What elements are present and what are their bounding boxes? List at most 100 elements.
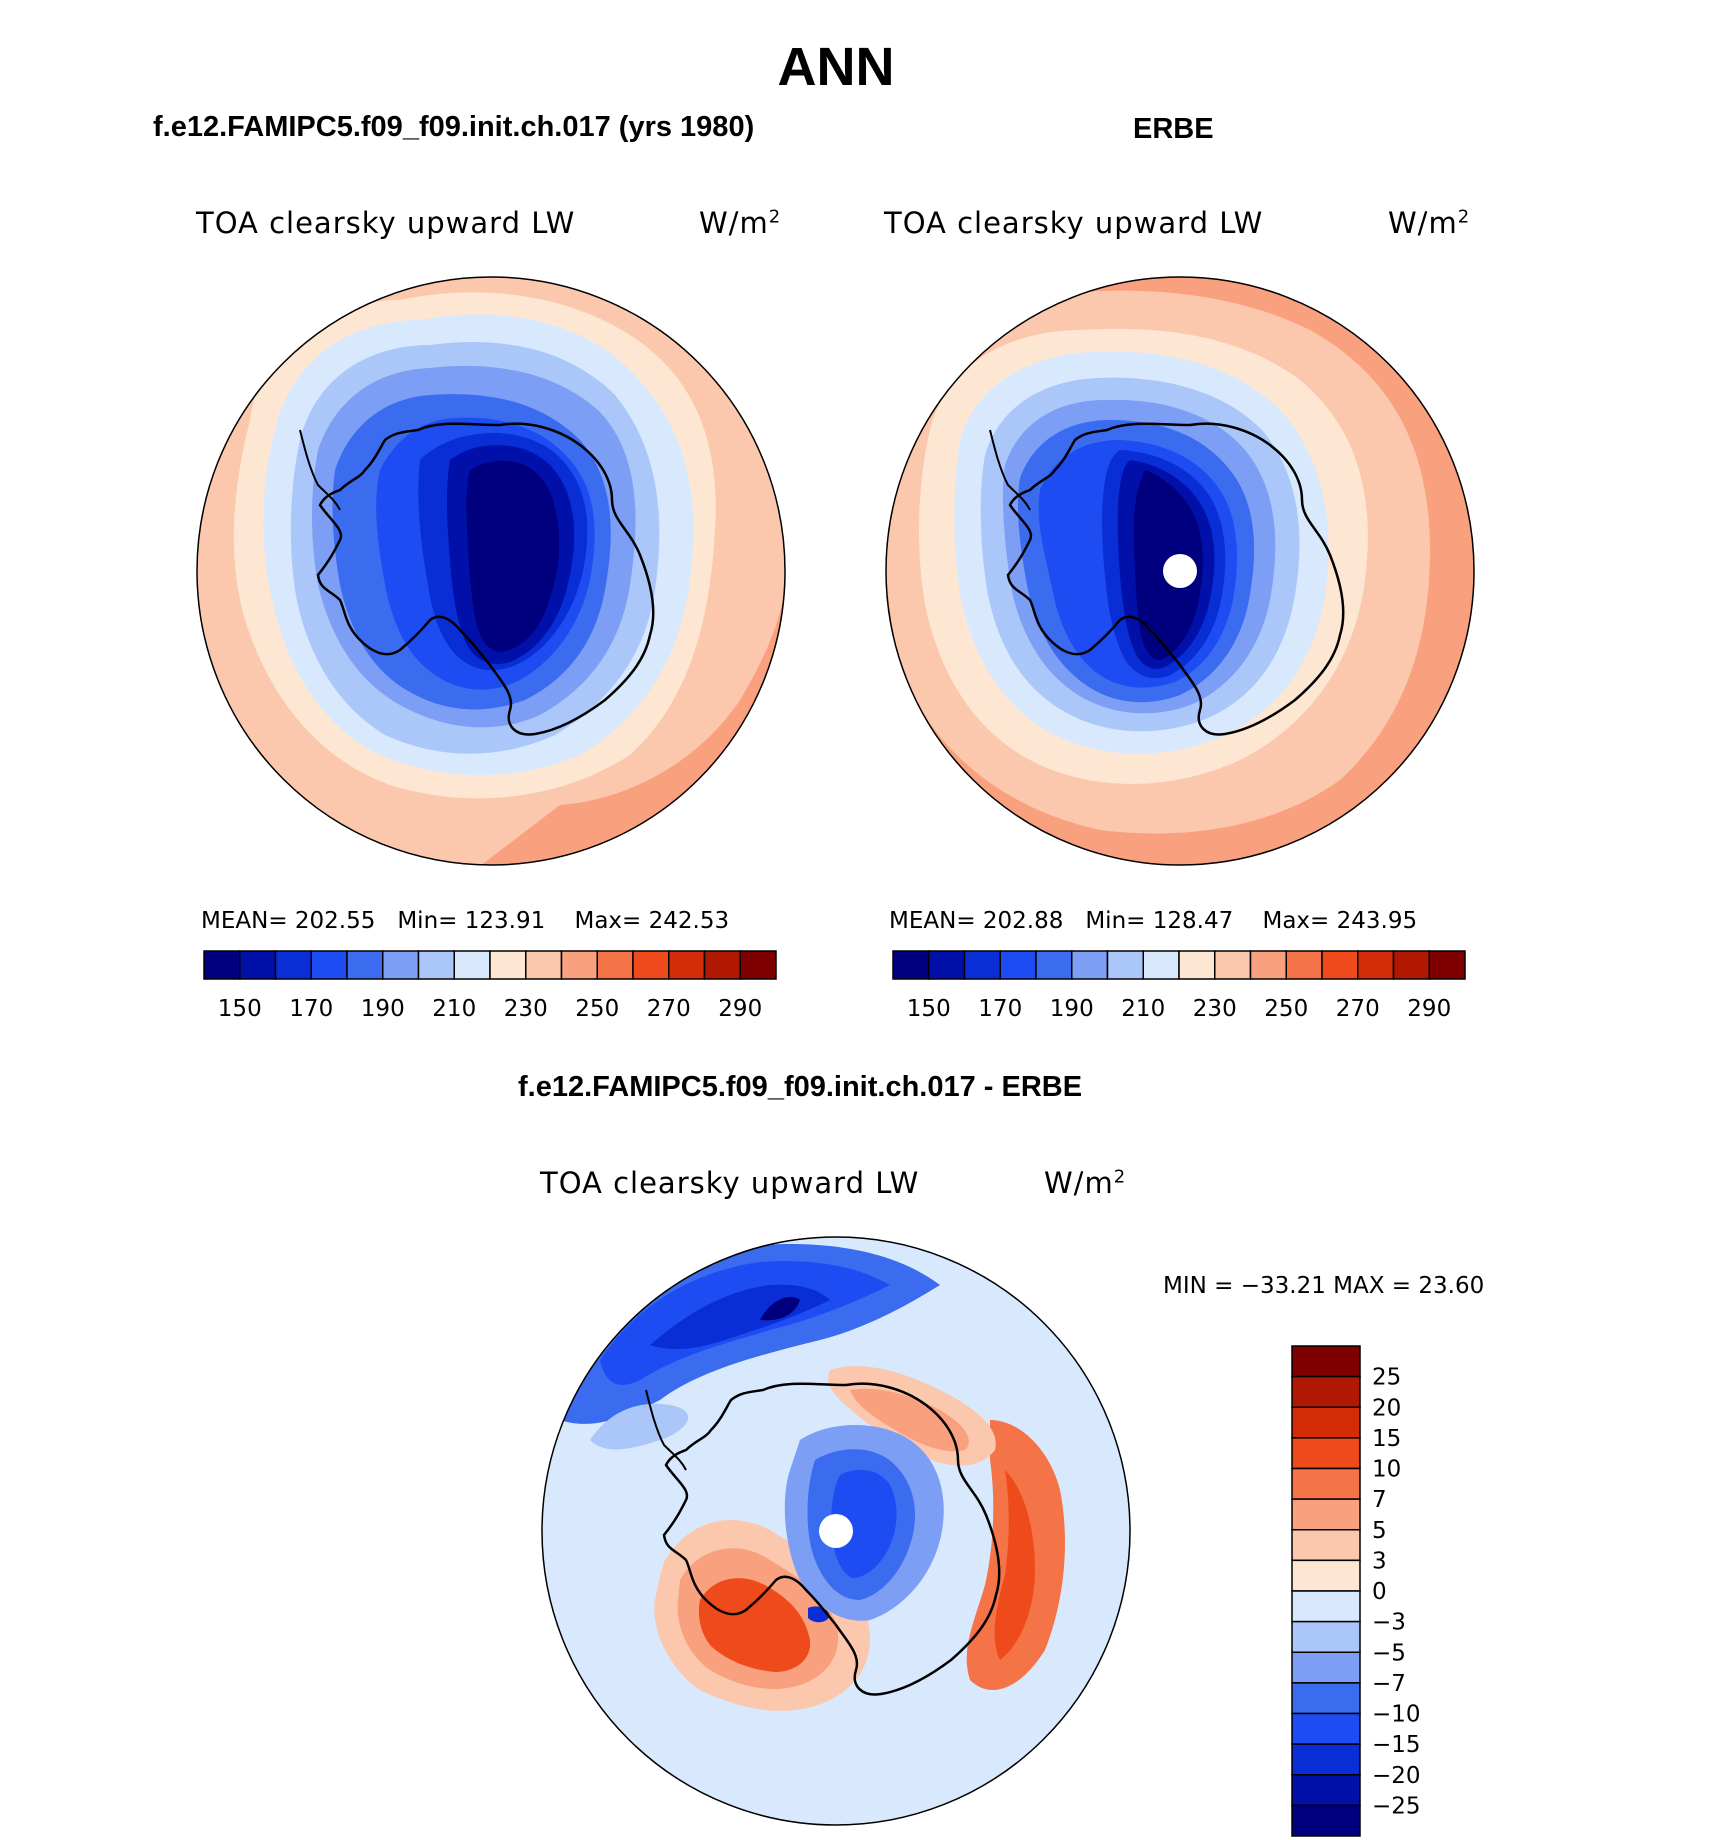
diff-units-label: W/m2 bbox=[1044, 1166, 1127, 1200]
obs-colorbar-box bbox=[928, 950, 966, 980]
diff-variable-label: TOA clearsky upward LW bbox=[540, 1166, 920, 1200]
obs-colorbar-box bbox=[1321, 950, 1359, 980]
obs-variable-label: TOA clearsky upward LW bbox=[884, 206, 1264, 240]
diff-colorbar-box bbox=[1291, 1590, 1361, 1623]
model-colorbar-tick-label: 270 bbox=[647, 996, 691, 1022]
model-colorbar-tick-label: 250 bbox=[575, 996, 619, 1022]
model-colorbar-box bbox=[239, 950, 277, 980]
model-colorbar-box bbox=[560, 950, 598, 980]
obs-colorbar-box bbox=[1178, 950, 1216, 980]
obs-colorbar-box bbox=[1142, 950, 1180, 980]
obs-stats: MEAN= 202.88 Min= 128.47 Max= 243.95 bbox=[889, 908, 1418, 934]
model-colorbar-tick-label: 150 bbox=[218, 996, 262, 1022]
obs-map-border bbox=[885, 276, 1475, 866]
obs-polar-map bbox=[886, 277, 1474, 865]
obs-colorbar-box bbox=[1106, 950, 1144, 980]
diff-panel-title: f.e12.FAMIPC5.f09_f09.init.ch.017 - ERBE bbox=[518, 1071, 1083, 1103]
diff-map-border bbox=[541, 1236, 1131, 1826]
diff-colorbar-box bbox=[1291, 1804, 1361, 1837]
diff-colorbar-box bbox=[1291, 1375, 1361, 1408]
diff-colorbar-box bbox=[1291, 1651, 1361, 1684]
diff-stats: MIN = −33.21 MAX = 23.60 bbox=[1163, 1273, 1485, 1299]
diff-colorbar-tick-label: −10 bbox=[1372, 1702, 1421, 1728]
diff-colorbar-tick-label: 0 bbox=[1372, 1579, 1387, 1605]
obs-units-label: W/m2 bbox=[1388, 206, 1471, 240]
diff-colorbar-tick-label: 15 bbox=[1372, 1426, 1401, 1452]
obs-colorbar-box bbox=[1285, 950, 1323, 980]
diff-colorbar-tick-label: −20 bbox=[1372, 1763, 1421, 1789]
diff-colorbar-tick-label: 7 bbox=[1372, 1487, 1387, 1513]
model-colorbar-box bbox=[703, 950, 741, 980]
obs-colorbar-tick-label: 250 bbox=[1264, 996, 1308, 1022]
obs-colorbar-box bbox=[999, 950, 1037, 980]
diff-colorbar-box bbox=[1291, 1529, 1361, 1562]
diff-colorbar-box bbox=[1291, 1712, 1361, 1745]
obs-colorbar-box bbox=[963, 950, 1001, 980]
model-colorbar-box bbox=[525, 950, 563, 980]
diff-colorbar-box bbox=[1291, 1743, 1361, 1776]
diff-colorbar-tick-label: 3 bbox=[1372, 1548, 1387, 1574]
season-title: ANN bbox=[777, 37, 895, 97]
diff-colorbar-box bbox=[1291, 1406, 1361, 1439]
diff-colorbar-tick-label: −3 bbox=[1372, 1610, 1406, 1636]
diff-colorbar-tick-label: 10 bbox=[1372, 1457, 1401, 1483]
model-colorbar-tick-label: 170 bbox=[289, 996, 333, 1022]
diff-colorbar-box bbox=[1291, 1620, 1361, 1653]
obs-colorbar-tick-label: 210 bbox=[1121, 996, 1165, 1022]
obs-colorbar-tick-label: 170 bbox=[978, 996, 1022, 1022]
model-map-border bbox=[196, 276, 786, 866]
model-stats: MEAN= 202.55 Min= 123.91 Max= 242.53 bbox=[201, 908, 730, 934]
model-colorbar-box bbox=[489, 950, 527, 980]
diff-colorbar-tick-label: −25 bbox=[1372, 1793, 1421, 1819]
obs-colorbar-box bbox=[892, 950, 930, 980]
obs-panel-title: ERBE bbox=[1133, 113, 1214, 145]
diff-colorbar-tick-label: 5 bbox=[1372, 1518, 1387, 1544]
model-colorbar-box bbox=[739, 950, 777, 980]
obs-missing-pole bbox=[1163, 554, 1197, 588]
model-variable-label: TOA clearsky upward LW bbox=[196, 206, 576, 240]
diff-colorbar-box bbox=[1291, 1498, 1361, 1531]
diff-colorbar-box bbox=[1291, 1559, 1361, 1592]
model-colorbar-box bbox=[632, 950, 670, 980]
diff-colorbar-box bbox=[1291, 1682, 1361, 1715]
obs-colorbar-tick-label: 270 bbox=[1336, 996, 1380, 1022]
diff-colorbar-box bbox=[1291, 1467, 1361, 1500]
obs-colorbar-tick-label: 230 bbox=[1193, 996, 1237, 1022]
model-colorbar: 150 170 190 210 230 250 270 290 bbox=[203, 950, 777, 1022]
model-colorbar-box bbox=[596, 950, 634, 980]
obs-colorbar: 150 170 190 210 230 250 270 290 bbox=[892, 950, 1466, 1022]
obs-colorbar-tick-label: 290 bbox=[1407, 996, 1451, 1022]
diff-colorbar-box bbox=[1291, 1774, 1361, 1807]
diff-colorbar-tick-label: −15 bbox=[1372, 1732, 1421, 1758]
obs-colorbar-box bbox=[1428, 950, 1466, 980]
obs-colorbar-box bbox=[1249, 950, 1287, 980]
diff-colorbar-tick-label: −5 bbox=[1372, 1640, 1406, 1666]
model-colorbar-box bbox=[382, 950, 420, 980]
obs-colorbar-box bbox=[1392, 950, 1430, 980]
model-colorbar-box bbox=[417, 950, 455, 980]
diff-colorbar-box bbox=[1291, 1345, 1361, 1378]
model-colorbar-box bbox=[346, 950, 384, 980]
model-panel-title: f.e12.FAMIPC5.f09_f09.init.ch.017 (yrs 1… bbox=[153, 111, 755, 143]
diff-missing-pole bbox=[819, 1514, 853, 1548]
diff-polar-map bbox=[542, 1237, 1130, 1825]
obs-colorbar-box bbox=[1035, 950, 1073, 980]
diff-colorbar-tick-label: 25 bbox=[1372, 1365, 1401, 1391]
obs-colorbar-tick-label: 190 bbox=[1050, 996, 1094, 1022]
model-colorbar-box bbox=[668, 950, 706, 980]
model-polar-map bbox=[197, 277, 785, 865]
model-colorbar-tick-label: 230 bbox=[504, 996, 548, 1022]
model-colorbar-tick-label: 210 bbox=[432, 996, 476, 1022]
model-colorbar-tick-label: 290 bbox=[718, 996, 762, 1022]
model-colorbar-box bbox=[274, 950, 312, 980]
diff-colorbar-box bbox=[1291, 1437, 1361, 1470]
model-colorbar-box bbox=[453, 950, 491, 980]
model-colorbar-box bbox=[310, 950, 348, 980]
obs-colorbar-box bbox=[1214, 950, 1252, 980]
obs-colorbar-box bbox=[1071, 950, 1109, 980]
diff-colorbar: 25 20 15 10 7 5 3 0 −3 −5 −7 −10 −15 −20 −25 bbox=[1291, 1345, 1421, 1837]
obs-colorbar-box bbox=[1357, 950, 1395, 980]
model-colorbar-box bbox=[203, 950, 241, 980]
model-units-label: W/m2 bbox=[699, 206, 782, 240]
